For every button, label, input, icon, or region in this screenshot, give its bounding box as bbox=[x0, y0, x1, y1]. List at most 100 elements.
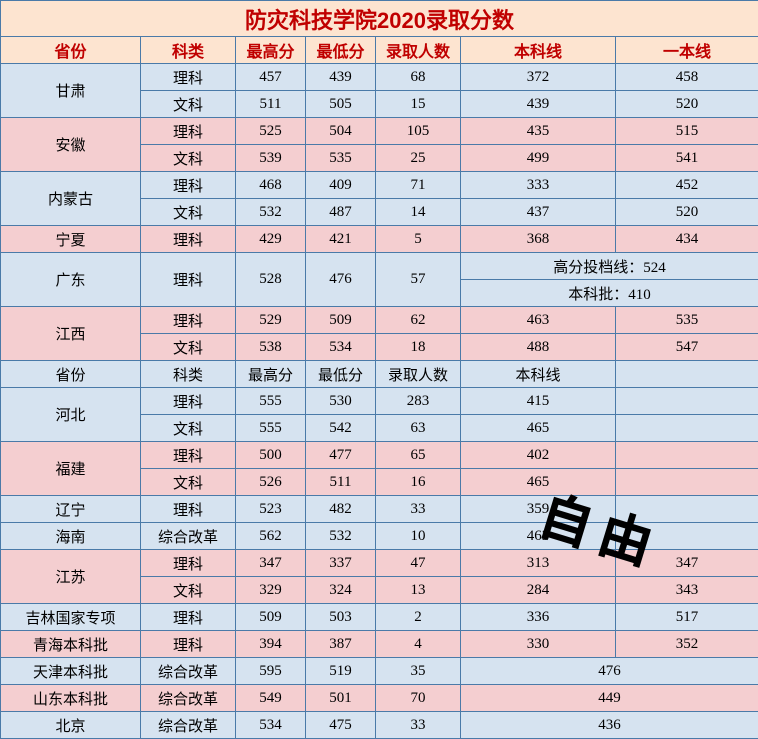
cell: 理科 bbox=[141, 388, 236, 415]
cell: 10 bbox=[376, 523, 461, 550]
subheader: 省份 bbox=[1, 361, 141, 388]
cell: 57 bbox=[376, 253, 461, 307]
cell: 532 bbox=[306, 523, 376, 550]
cell: 555 bbox=[236, 388, 306, 415]
cell: 文科 bbox=[141, 145, 236, 172]
cell: 458 bbox=[616, 64, 758, 91]
cell: 517 bbox=[616, 604, 758, 631]
cell: 18 bbox=[376, 334, 461, 361]
cell: 529 bbox=[236, 307, 306, 334]
cell-province: 辽宁 bbox=[1, 496, 141, 523]
header-max: 最高分 bbox=[236, 37, 306, 64]
score-table-container: 防灾科技学院2020录取分数 省份 科类 最高分 最低分 录取人数 本科线 一本… bbox=[0, 0, 758, 739]
cell: 535 bbox=[306, 145, 376, 172]
cell: 359 bbox=[461, 496, 616, 523]
cell: 465 bbox=[461, 469, 616, 496]
cell: 理科 bbox=[141, 226, 236, 253]
cell: 347 bbox=[236, 550, 306, 577]
cell: 503 bbox=[306, 604, 376, 631]
subheader: 科类 bbox=[141, 361, 236, 388]
cell-province: 江苏 bbox=[1, 550, 141, 604]
cell: 理科 bbox=[141, 496, 236, 523]
cell: 综合改革 bbox=[141, 712, 236, 739]
cell: 理科 bbox=[141, 118, 236, 145]
cell: 528 bbox=[236, 253, 306, 307]
cell bbox=[616, 415, 758, 442]
subheader bbox=[616, 361, 758, 388]
cell: 324 bbox=[306, 577, 376, 604]
cell: 理科 bbox=[141, 442, 236, 469]
cell: 504 bbox=[306, 118, 376, 145]
cell: 509 bbox=[236, 604, 306, 631]
header-line1: 本科线 bbox=[461, 37, 616, 64]
cell: 520 bbox=[616, 91, 758, 118]
cell: 本科批：410 bbox=[461, 280, 758, 307]
subheader: 最低分 bbox=[306, 361, 376, 388]
cell: 5 bbox=[376, 226, 461, 253]
cell: 4 bbox=[376, 631, 461, 658]
cell: 33 bbox=[376, 496, 461, 523]
subheader: 最高分 bbox=[236, 361, 306, 388]
cell: 理科 bbox=[141, 631, 236, 658]
cell: 463 bbox=[461, 523, 616, 550]
cell: 562 bbox=[236, 523, 306, 550]
cell bbox=[616, 442, 758, 469]
cell: 高分投档线：524 bbox=[461, 253, 758, 280]
cell: 文科 bbox=[141, 415, 236, 442]
cell: 336 bbox=[461, 604, 616, 631]
cell: 综合改革 bbox=[141, 685, 236, 712]
cell: 549 bbox=[236, 685, 306, 712]
cell bbox=[616, 523, 758, 550]
cell: 519 bbox=[306, 658, 376, 685]
cell: 500 bbox=[236, 442, 306, 469]
cell: 理科 bbox=[141, 253, 236, 307]
cell: 520 bbox=[616, 199, 758, 226]
cell: 16 bbox=[376, 469, 461, 496]
cell: 530 bbox=[306, 388, 376, 415]
cell: 541 bbox=[616, 145, 758, 172]
cell: 65 bbox=[376, 442, 461, 469]
cell: 15 bbox=[376, 91, 461, 118]
cell: 文科 bbox=[141, 199, 236, 226]
cell: 理科 bbox=[141, 64, 236, 91]
cell: 352 bbox=[616, 631, 758, 658]
cell: 542 bbox=[306, 415, 376, 442]
cell: 436 bbox=[461, 712, 758, 739]
cell-province: 江西 bbox=[1, 307, 141, 361]
cell: 68 bbox=[376, 64, 461, 91]
cell: 523 bbox=[236, 496, 306, 523]
cell: 402 bbox=[461, 442, 616, 469]
cell: 499 bbox=[461, 145, 616, 172]
cell: 439 bbox=[306, 64, 376, 91]
cell: 511 bbox=[306, 469, 376, 496]
cell: 62 bbox=[376, 307, 461, 334]
cell: 387 bbox=[306, 631, 376, 658]
cell: 文科 bbox=[141, 469, 236, 496]
cell: 368 bbox=[461, 226, 616, 253]
cell: 539 bbox=[236, 145, 306, 172]
cell: 511 bbox=[236, 91, 306, 118]
header-min: 最低分 bbox=[306, 37, 376, 64]
cell: 477 bbox=[306, 442, 376, 469]
cell: 482 bbox=[306, 496, 376, 523]
cell: 329 bbox=[236, 577, 306, 604]
cell: 465 bbox=[461, 415, 616, 442]
cell: 理科 bbox=[141, 307, 236, 334]
cell: 437 bbox=[461, 199, 616, 226]
cell-province: 河北 bbox=[1, 388, 141, 442]
cell: 283 bbox=[376, 388, 461, 415]
header-line2: 一本线 bbox=[616, 37, 758, 64]
cell: 347 bbox=[616, 550, 758, 577]
cell: 2 bbox=[376, 604, 461, 631]
header-subject: 科类 bbox=[141, 37, 236, 64]
cell-province: 内蒙古 bbox=[1, 172, 141, 226]
header-province: 省份 bbox=[1, 37, 141, 64]
cell: 47 bbox=[376, 550, 461, 577]
cell: 理科 bbox=[141, 550, 236, 577]
cell: 501 bbox=[306, 685, 376, 712]
cell: 435 bbox=[461, 118, 616, 145]
cell: 488 bbox=[461, 334, 616, 361]
cell: 515 bbox=[616, 118, 758, 145]
cell: 532 bbox=[236, 199, 306, 226]
cell-province: 广东 bbox=[1, 253, 141, 307]
